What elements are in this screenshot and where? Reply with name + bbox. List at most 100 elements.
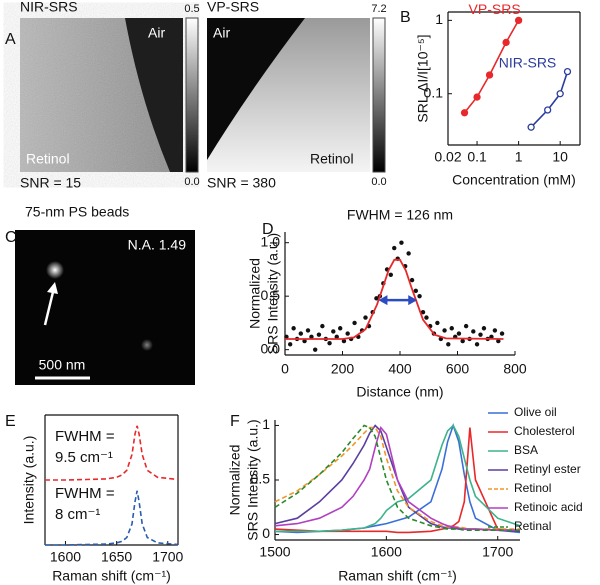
data-point: [374, 296, 379, 301]
series-line: [274, 425, 520, 531]
chart-title: FWHM = 126 nm: [347, 207, 453, 223]
fit-line: [285, 258, 504, 340]
y-axis-label: SRL ΔI/I[10⁻⁵]: [415, 34, 431, 122]
y-tick-label: 0: [262, 525, 270, 541]
annotation: FWHM =: [55, 428, 115, 445]
data-point: [460, 338, 465, 344]
x-tick-label: 0: [281, 361, 289, 377]
colorbar-tick-label: 7.2: [371, 3, 386, 15]
marker: [473, 93, 481, 101]
x-tick-label: 200: [331, 361, 355, 377]
data-point: [352, 320, 357, 326]
image-title: VP-SRS: [207, 0, 259, 15]
colorbar: [372, 17, 386, 173]
data-point: [456, 331, 462, 336]
series-label: NIR-SRS: [499, 54, 557, 70]
marker: [527, 123, 535, 131]
x-axis-label: Distance (nm): [356, 384, 443, 400]
marker: [460, 109, 469, 117]
data-point: [316, 332, 322, 337]
x-tick-label: 600: [446, 361, 470, 377]
data-point: [442, 328, 447, 333]
data-point: [312, 347, 318, 352]
series-line: [45, 425, 179, 481]
data-point: [420, 310, 426, 315]
data-point: [298, 331, 304, 336]
annotation: 8 cm⁻¹: [55, 506, 100, 523]
marker: [563, 67, 572, 76]
labels: A B C D E F NIR-SRS Air Retinol SNR = 15…: [5, 0, 411, 430]
data-point: [388, 272, 393, 277]
image-label: Air: [148, 25, 165, 41]
colorbar-tick-label: 0.0: [184, 176, 199, 188]
colorbar-tick-label: 0.5: [184, 3, 199, 15]
data-point: [320, 323, 325, 329]
image-caption: SNR = 380: [207, 175, 276, 191]
nir-image: [20, 18, 183, 172]
image-label: Retinol: [26, 151, 70, 167]
y-tick-label: 0.0: [261, 340, 281, 356]
x-tick-label: 800: [503, 361, 527, 377]
series-line: [274, 424, 520, 531]
legend-label: Cholesterol: [514, 424, 575, 438]
data-point: [446, 342, 451, 347]
y-axis-label: Intensity (a.u.): [21, 436, 37, 525]
data-point: [489, 334, 494, 340]
y-tick-label: 1: [262, 416, 270, 432]
data-point: [345, 331, 350, 336]
image-title: NIR-SRS: [20, 0, 78, 15]
y-tick-label: 0.5: [251, 471, 271, 487]
x-tick-label: 0.02: [434, 149, 461, 165]
y-axis-label: SRS Intensity (a.u.): [265, 233, 281, 354]
y-axis-label: SRS Intensity (a.u.): [245, 419, 261, 540]
panel-label: B: [400, 9, 411, 26]
image-label: N.A. 1.49: [128, 237, 187, 253]
x-tick-label: 1600: [50, 549, 81, 565]
data-point: [284, 334, 289, 340]
x-tick-label: 0.1: [467, 149, 487, 165]
panel-label: D: [262, 221, 274, 238]
data-point: [302, 338, 307, 344]
x-tick-label: 400: [388, 361, 412, 377]
panel-label: C: [5, 229, 17, 246]
legend-label: Retinoic acid: [514, 500, 583, 514]
y-axis-label: Normalized: [247, 258, 263, 329]
x-axis-label: Raman shift (cm⁻¹): [338, 568, 457, 584]
y-tick-label: 1.0: [261, 233, 281, 249]
data-point: [499, 331, 505, 336]
x-tick-label: 1650: [101, 549, 132, 565]
series-line: [530, 71, 569, 128]
series-line: [274, 426, 520, 530]
panel-label: A: [5, 31, 16, 48]
y-axis-label: Normalized: [227, 445, 243, 516]
x-tick-label: 1600: [371, 544, 402, 560]
panel-label: E: [5, 413, 16, 430]
x-tick-label: 1: [515, 149, 523, 165]
colorbar-tick-label: 0.0: [371, 176, 386, 188]
y-tick-label: 0.1: [424, 84, 444, 100]
series-line: [274, 427, 521, 534]
data-point: [399, 240, 404, 245]
data-point: [496, 338, 501, 344]
data-point: [435, 320, 440, 326]
data-point: [287, 342, 293, 347]
vp-image: [207, 18, 370, 172]
data-point: [478, 332, 483, 337]
series-line: [45, 490, 179, 546]
legend-label: Olive oil: [514, 405, 557, 419]
data-point: [309, 334, 314, 340]
data-point: [341, 338, 347, 344]
data-point: [481, 326, 487, 331]
data-point: [406, 251, 411, 256]
data-point: [363, 315, 368, 320]
legend-label: Retinal: [514, 519, 551, 533]
data-point: [334, 334, 339, 340]
data-point: [338, 326, 343, 331]
y-tick-label: 1: [435, 11, 443, 27]
legend-label: Retinol: [514, 481, 551, 495]
data-point: [471, 329, 476, 334]
legend-label: Retinyl ester: [514, 462, 581, 476]
data-point: [424, 315, 429, 320]
colorbar: [185, 17, 199, 173]
